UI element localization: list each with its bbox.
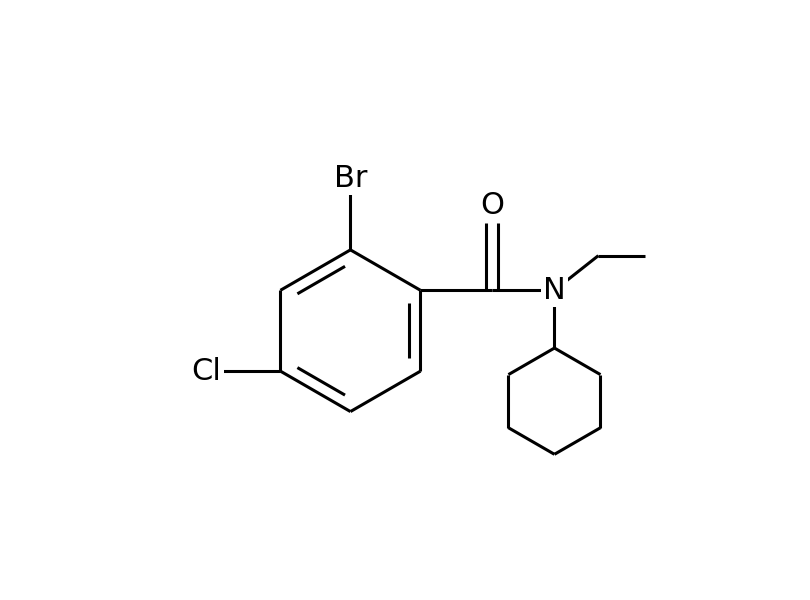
Text: Cl: Cl	[192, 356, 221, 386]
Text: Br: Br	[334, 164, 367, 193]
Text: N: N	[543, 276, 566, 305]
Text: O: O	[480, 191, 504, 220]
